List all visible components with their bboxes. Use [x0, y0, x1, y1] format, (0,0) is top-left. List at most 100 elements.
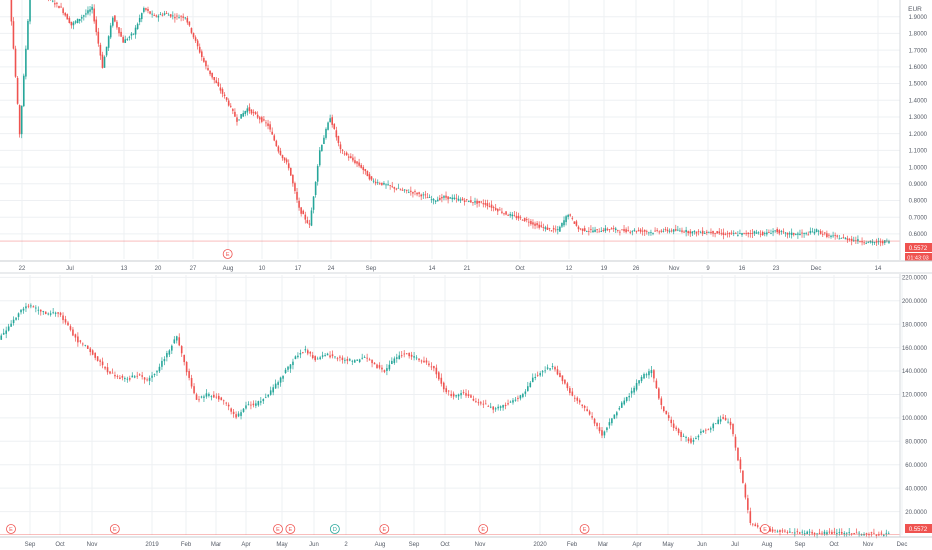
candle-up: [801, 531, 804, 533]
candle-down: [596, 423, 598, 427]
candle-down: [621, 229, 623, 231]
top-price-axis[interactable]: EUR 1.9000 1.8000 1.7000 1.6000 1.5000 1.4000…: [899, 0, 928, 260]
candle-up: [652, 232, 654, 234]
top-time-axis[interactable]: 22 Jul 13 20 27 Aug 10 17 24 Sep 14 21 Oct 12 19 26 Nov 9…: [19, 266, 882, 272]
candle-down: [211, 72, 213, 78]
y-tick-label: 0.9000: [909, 182, 928, 188]
candle-up: [138, 18, 141, 23]
candle-down: [759, 233, 762, 235]
candle-down: [722, 417, 724, 419]
candle-up: [10, 323, 12, 327]
candle-up: [753, 231, 756, 234]
candle-up: [318, 150, 321, 166]
candle-down: [121, 375, 124, 378]
candle-up: [12, 319, 15, 324]
candle-up: [363, 357, 366, 358]
candle-up: [257, 401, 260, 406]
candle-down: [59, 312, 62, 315]
candle-up: [5, 330, 7, 334]
candle-up: [87, 10, 89, 14]
candle-up: [17, 313, 20, 317]
y-tick-label: 1.3000: [909, 115, 928, 121]
candle-up: [544, 370, 546, 372]
candle-up: [628, 396, 630, 398]
candle-up: [289, 364, 292, 369]
candle-down: [176, 15, 178, 17]
earnings-marker[interactable]: E: [109, 524, 120, 534]
candle-down: [347, 156, 350, 158]
candle-up: [604, 228, 607, 231]
top-event-markers[interactable]: E: [222, 249, 233, 259]
candle-up: [205, 393, 208, 397]
candle-down: [378, 365, 381, 368]
candle-up: [361, 357, 363, 359]
candle-up: [803, 233, 805, 234]
top-price-pane[interactable]: E: [0, 0, 900, 259]
candle-up: [327, 122, 329, 130]
candle-up: [2, 332, 5, 335]
candle-down: [109, 371, 111, 374]
candle-down: [863, 242, 865, 244]
candle-down: [507, 403, 509, 405]
candle-up: [238, 119, 240, 121]
candle-down: [447, 196, 449, 200]
candle-down: [339, 356, 341, 358]
bottom-time-axis[interactable]: Sep Oct Nov 2019 Feb Mar Apr May Jun 2 Aug Sep Oct No…: [25, 542, 908, 548]
event-marker-circle: [285, 524, 296, 534]
candle-down: [306, 350, 309, 354]
bottom-price-axis[interactable]: 220.0000 200.0000 180.0000 160.0000 140.0000…: [899, 274, 928, 537]
candle-up: [166, 353, 168, 358]
candle-down: [588, 411, 591, 415]
candle-down: [761, 231, 764, 236]
x-tick-label: 19: [601, 266, 608, 272]
earnings-marker[interactable]: E: [285, 524, 296, 534]
candle-down: [16, 77, 19, 104]
candle-down: [379, 183, 381, 185]
candle-down: [219, 87, 222, 91]
earnings-marker[interactable]: E: [760, 524, 770, 534]
candle-up: [279, 377, 282, 383]
candle-up: [563, 220, 565, 226]
candle-down: [428, 363, 430, 366]
candle-up: [539, 373, 541, 376]
earnings-marker[interactable]: E: [6, 524, 16, 534]
earnings-marker[interactable]: E: [379, 524, 390, 534]
candle-down: [366, 357, 368, 359]
x-tick-label: Dec: [897, 542, 908, 548]
candle-down: [662, 406, 665, 411]
candle-up: [643, 373, 645, 379]
candle-down: [99, 44, 102, 56]
candle-up: [816, 533, 818, 535]
candle-down: [540, 225, 543, 227]
candle-down: [504, 404, 507, 407]
candle-up: [397, 187, 400, 189]
candle-down: [674, 229, 677, 231]
candle-up: [614, 228, 617, 231]
candle-down: [655, 380, 658, 389]
candle-down: [352, 157, 354, 161]
candle-down: [855, 532, 858, 534]
candle-down: [418, 358, 420, 361]
candle-up: [611, 418, 613, 424]
candle-down: [467, 394, 470, 397]
earnings-marker[interactable]: E: [222, 249, 233, 259]
earnings-marker[interactable]: E: [579, 524, 590, 534]
candle-down: [569, 388, 571, 393]
candle-down: [769, 528, 771, 532]
earnings-marker[interactable]: E: [478, 524, 489, 534]
candle-up: [76, 18, 79, 24]
x-tick-label: Sep: [409, 542, 420, 548]
earnings-marker[interactable]: E: [273, 524, 283, 534]
candle-down: [492, 207, 495, 208]
candle-up: [695, 437, 697, 440]
candle-up: [294, 356, 297, 360]
candle-down: [430, 366, 433, 368]
candle-down: [716, 231, 718, 234]
x-tick-label: Mar: [598, 542, 608, 548]
candle-down: [346, 359, 349, 361]
y-tick-label: 40.0000: [905, 486, 927, 492]
candle-up: [459, 199, 462, 201]
dividend-marker[interactable]: D: [329, 524, 340, 534]
